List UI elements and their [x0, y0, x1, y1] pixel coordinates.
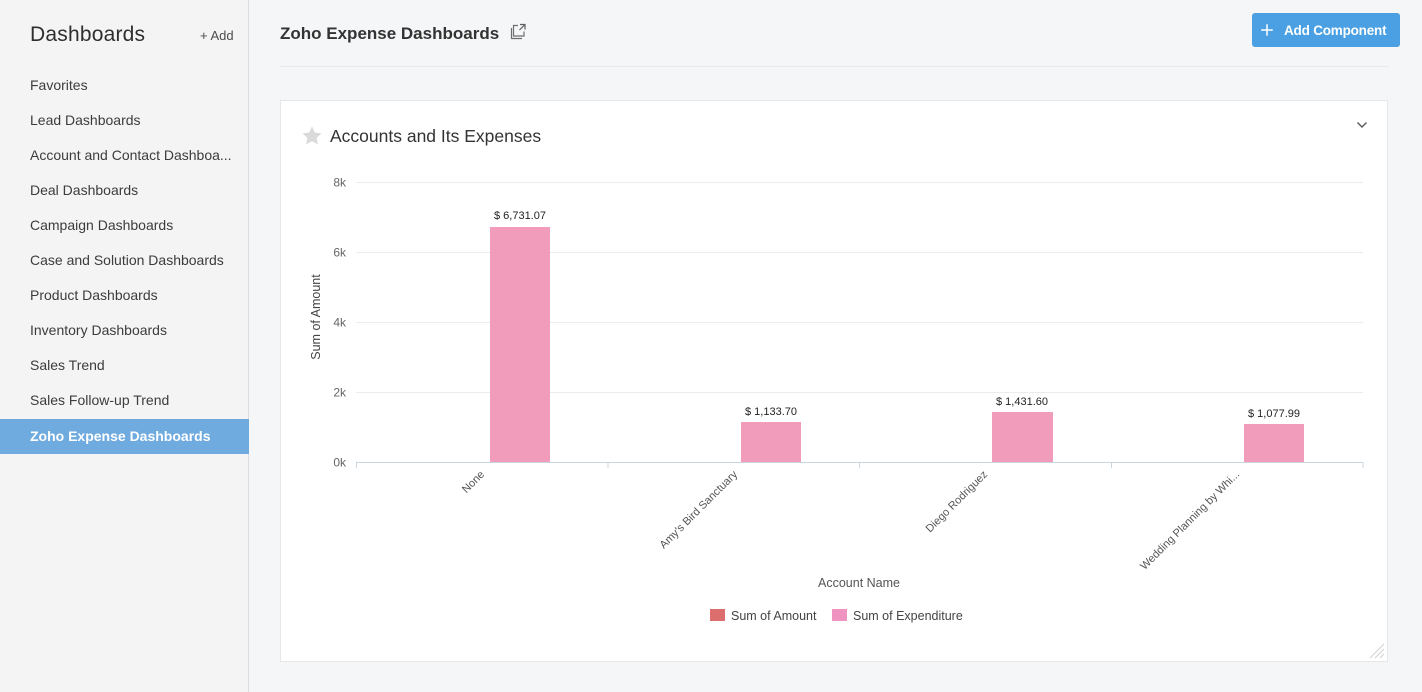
svg-text:Sum of Amount: Sum of Amount [731, 609, 817, 623]
svg-text:Wedding Planning by Whi...: Wedding Planning by Whi... [1138, 469, 1242, 573]
svg-text:8k: 8k [333, 176, 347, 190]
svg-text:$ 1,431.60: $ 1,431.60 [996, 396, 1048, 408]
svg-text:0k: 0k [333, 456, 347, 470]
svg-text:Account Name: Account Name [818, 576, 900, 590]
svg-text:Amy's Bird Sanctuary: Amy's Bird Sanctuary [658, 468, 741, 551]
svg-text:None: None [460, 469, 487, 496]
svg-text:Sum of Amount: Sum of Amount [309, 274, 323, 360]
svg-text:$ 1,133.70: $ 1,133.70 [745, 406, 797, 418]
svg-text:$ 6,731.07: $ 6,731.07 [494, 210, 546, 222]
svg-text:4k: 4k [333, 316, 347, 330]
svg-text:Sum of Expenditure: Sum of Expenditure [853, 609, 963, 623]
svg-text:Accounts and Its Expenses: Accounts and Its Expenses [330, 126, 541, 146]
svg-text:2k: 2k [333, 386, 347, 400]
svg-text:$ 1,077.99: $ 1,077.99 [1248, 408, 1300, 420]
svg-text:Diego Rodriguez: Diego Rodriguez [924, 469, 990, 535]
svg-text:6k: 6k [333, 246, 347, 260]
